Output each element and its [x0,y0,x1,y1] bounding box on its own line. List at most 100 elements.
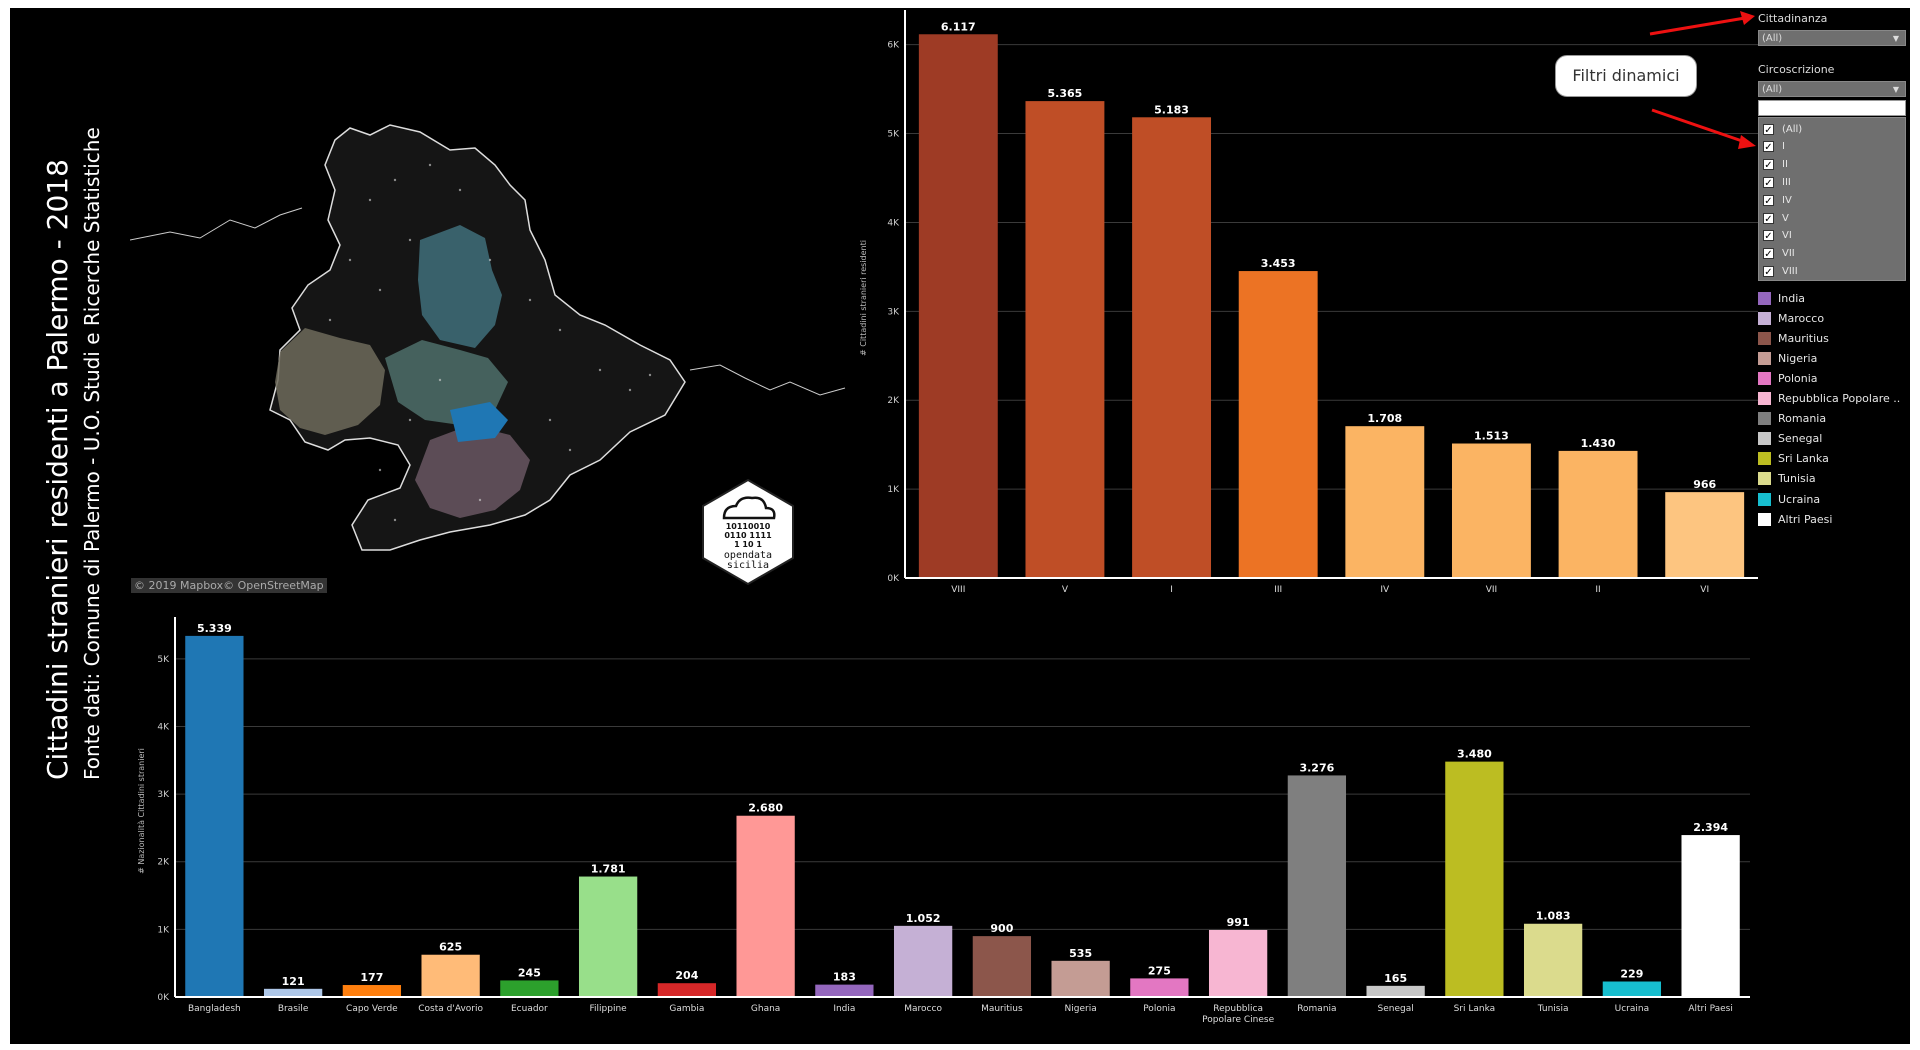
checkbox-checked-icon[interactable]: ✓ [1763,141,1774,154]
bar[interactable] [1451,443,1531,578]
legend-item[interactable]: Repubblica Popolare .. [1758,389,1900,409]
legend-swatch [1758,331,1771,345]
circoscrizione-option[interactable]: ✓ IV [1763,191,1792,209]
bar[interactable] [736,815,795,997]
data-label: 1.430 [1581,437,1616,450]
bar[interactable] [1602,981,1662,997]
legend-item[interactable]: India [1758,288,1805,308]
district-port[interactable] [450,402,508,442]
y-tick-label: 2K [157,858,170,868]
checkbox-checked-icon[interactable]: ✓ [1763,194,1774,207]
map-attribution[interactable]: © 2019 Mapbox© OpenStreetMap [131,578,327,593]
bar[interactable] [1238,271,1318,578]
data-label: 183 [833,971,856,984]
bar[interactable] [815,984,874,997]
legend-item[interactable]: Sri Lanka [1758,449,1829,469]
bar[interactable] [972,936,1032,997]
circoscrizione-option[interactable]: ✓ I [1763,138,1785,156]
legend-item[interactable]: Ucraina [1758,489,1820,509]
x-tick-label: IV [1380,585,1390,595]
legend-swatch [1758,512,1771,526]
chevron-down-icon: ▼ [1892,85,1899,94]
circoscrizione-option[interactable]: ✓ (All) [1763,120,1802,138]
bar[interactable] [657,983,717,997]
bar[interactable] [263,988,323,997]
arrow-icon [1651,108,1756,149]
y-axis-label: # Nazionalità Cittadini stranieri [137,748,146,874]
circoscrizione-option[interactable]: ✓ V [1763,209,1789,227]
x-tick-label: VII [1486,585,1497,595]
circoscrizione-search-input[interactable] [1758,100,1906,116]
checkbox-checked-icon[interactable]: ✓ [1763,248,1774,261]
checkbox-checked-icon[interactable]: ✓ [1763,230,1774,243]
checkbox-checked-icon[interactable]: ✓ [1763,123,1774,136]
bar[interactable] [1132,117,1212,579]
x-tick-label: Marocco [904,1004,942,1014]
chevron-down-icon: ▼ [1892,34,1899,43]
x-tick-label: Polonia [1143,1004,1175,1014]
bar[interactable] [1366,985,1425,997]
bar[interactable] [1025,101,1105,578]
bar[interactable] [578,876,638,997]
x-tick-label: Capo Verde [346,1004,398,1014]
checkbox-checked-icon[interactable]: ✓ [1763,265,1774,278]
legend-item[interactable]: Nigeria [1758,348,1817,368]
bar[interactable] [500,980,559,997]
data-label: 177 [360,971,383,984]
x-tick-label: Gambia [669,1004,704,1014]
district-north [418,225,502,348]
bar[interactable] [1558,450,1638,578]
circoscrizione-option[interactable]: ✓ II [1763,156,1788,174]
circoscrizione-selected: (All) [1762,84,1783,95]
legend-item[interactable]: Romania [1758,409,1826,429]
checkbox-checked-icon[interactable]: ✓ [1763,176,1774,189]
palermo-map[interactable] [130,120,850,600]
bar[interactable] [1445,761,1504,997]
bar[interactable] [1130,978,1189,997]
checkbox-checked-icon[interactable]: ✓ [1763,212,1774,225]
legend-item[interactable]: Polonia [1758,368,1818,388]
x-tick-label: Altri Paesi [1688,1004,1733,1014]
x-tick-label: Nigeria [1065,1004,1097,1014]
checkbox-checked-icon[interactable]: ✓ [1763,159,1774,172]
legend-label: Romania [1778,412,1827,426]
coastline-east [689,364,846,396]
y-tick-label: 6K [887,41,900,51]
legend-label: Polonia [1778,371,1818,385]
svg-text:0110 1111: 0110 1111 [724,531,772,540]
legend-item[interactable]: Altri Paesi [1758,509,1832,529]
circoscrizione-option-label: I [1782,141,1785,153]
bar[interactable] [1345,426,1425,578]
nazionalita-bar-chart: 0K 1K 2K 3K 4K 5K # Nazionalità Cittadini stra… [137,617,1750,1025]
bar[interactable] [893,925,953,997]
y-tick-label: 0K [887,574,900,584]
legend-item[interactable]: Marocco [1758,308,1824,328]
circoscrizione-option[interactable]: ✓ III [1763,173,1791,191]
x-tick-label: V [1062,585,1069,595]
legend-item[interactable]: Tunisia [1758,469,1816,489]
bar[interactable] [1523,923,1583,997]
circoscrizione-select[interactable]: (All) ▼ [1758,81,1906,97]
bar[interactable] [1287,775,1347,997]
bar[interactable] [185,635,244,997]
circoscrizione-option-label: (All) [1782,123,1803,135]
x-tick-label: Sri Lanka [1454,1004,1496,1014]
bar[interactable] [1051,960,1110,997]
cittadinanza-select[interactable]: (All) ▼ [1758,30,1906,46]
circoscrizione-option[interactable]: ✓ VIII [1763,262,1798,280]
bar[interactable] [1665,492,1745,578]
bar[interactable] [1681,835,1740,997]
legend-label: India [1778,291,1805,305]
legend-item[interactable]: Mauritius [1758,328,1829,348]
legend-item[interactable]: Senegal [1758,429,1822,449]
data-label: 1.052 [906,912,941,925]
circoscrizione-option[interactable]: ✓ VII [1763,245,1795,263]
y-tick-label: 5K [157,655,170,665]
x-tick-label: Ghana [751,1004,780,1014]
bar[interactable] [342,985,402,997]
circoscrizione-option[interactable]: ✓ VI [1763,227,1792,245]
circoscrizione-option-label: VII [1782,248,1795,260]
bar[interactable] [421,954,480,997]
bar[interactable] [918,34,998,579]
bar[interactable] [1208,929,1268,997]
